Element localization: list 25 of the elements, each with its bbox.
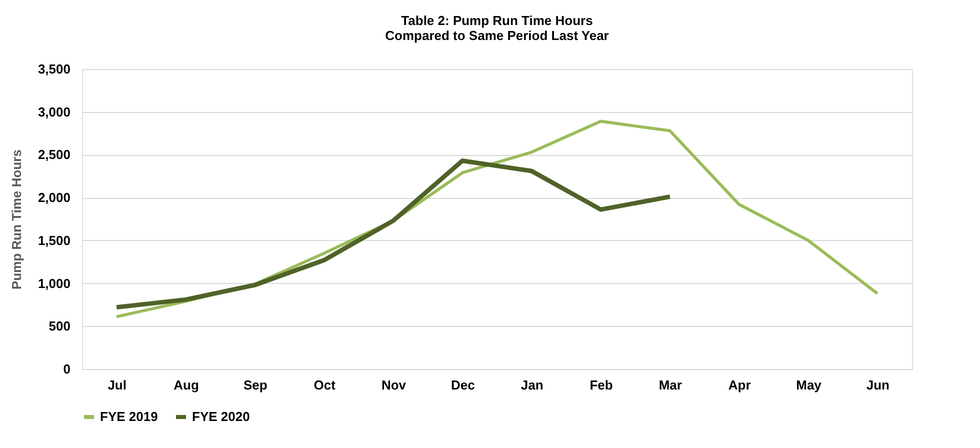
y-tick-label: 0 bbox=[63, 362, 70, 376]
x-tick-label: Mar bbox=[658, 378, 682, 392]
x-tick-label: Aug bbox=[174, 378, 199, 392]
line-series bbox=[114, 158, 672, 310]
y-tick-label: 2,000 bbox=[38, 190, 70, 206]
y-axis-title: Pump Run Time Hours bbox=[8, 150, 24, 290]
y-tick-label: 2,500 bbox=[38, 147, 70, 162]
x-tick-label: Oct bbox=[314, 378, 336, 392]
y-tick-label: 500 bbox=[48, 318, 70, 334]
x-tick-label: Jul bbox=[108, 378, 126, 392]
x-tick-label: Dec bbox=[450, 378, 475, 392]
x-tick-label: Feb bbox=[590, 378, 613, 392]
x-tick-label: Nov bbox=[381, 378, 407, 392]
legend-label: FYE 2020 bbox=[192, 409, 250, 424]
chart-title: Table 2: Pump Run Time Hours Compared to Same Period Last Year bbox=[385, 13, 609, 43]
y-tick-label: 1,000 bbox=[38, 276, 70, 291]
x-tick-label: Apr bbox=[728, 378, 751, 392]
y-tick-label: 3,500 bbox=[38, 62, 70, 76]
x-tick-label: Jan bbox=[520, 378, 544, 392]
x-tick-label: Sep bbox=[243, 378, 268, 392]
y-tick-label: 3,000 bbox=[38, 104, 70, 120]
x-tick-label: May bbox=[796, 378, 822, 392]
legend-label: FYE 2019 bbox=[100, 409, 158, 424]
x-tick-label: Jun bbox=[866, 378, 890, 392]
y-tick-label: 1,500 bbox=[38, 232, 70, 248]
